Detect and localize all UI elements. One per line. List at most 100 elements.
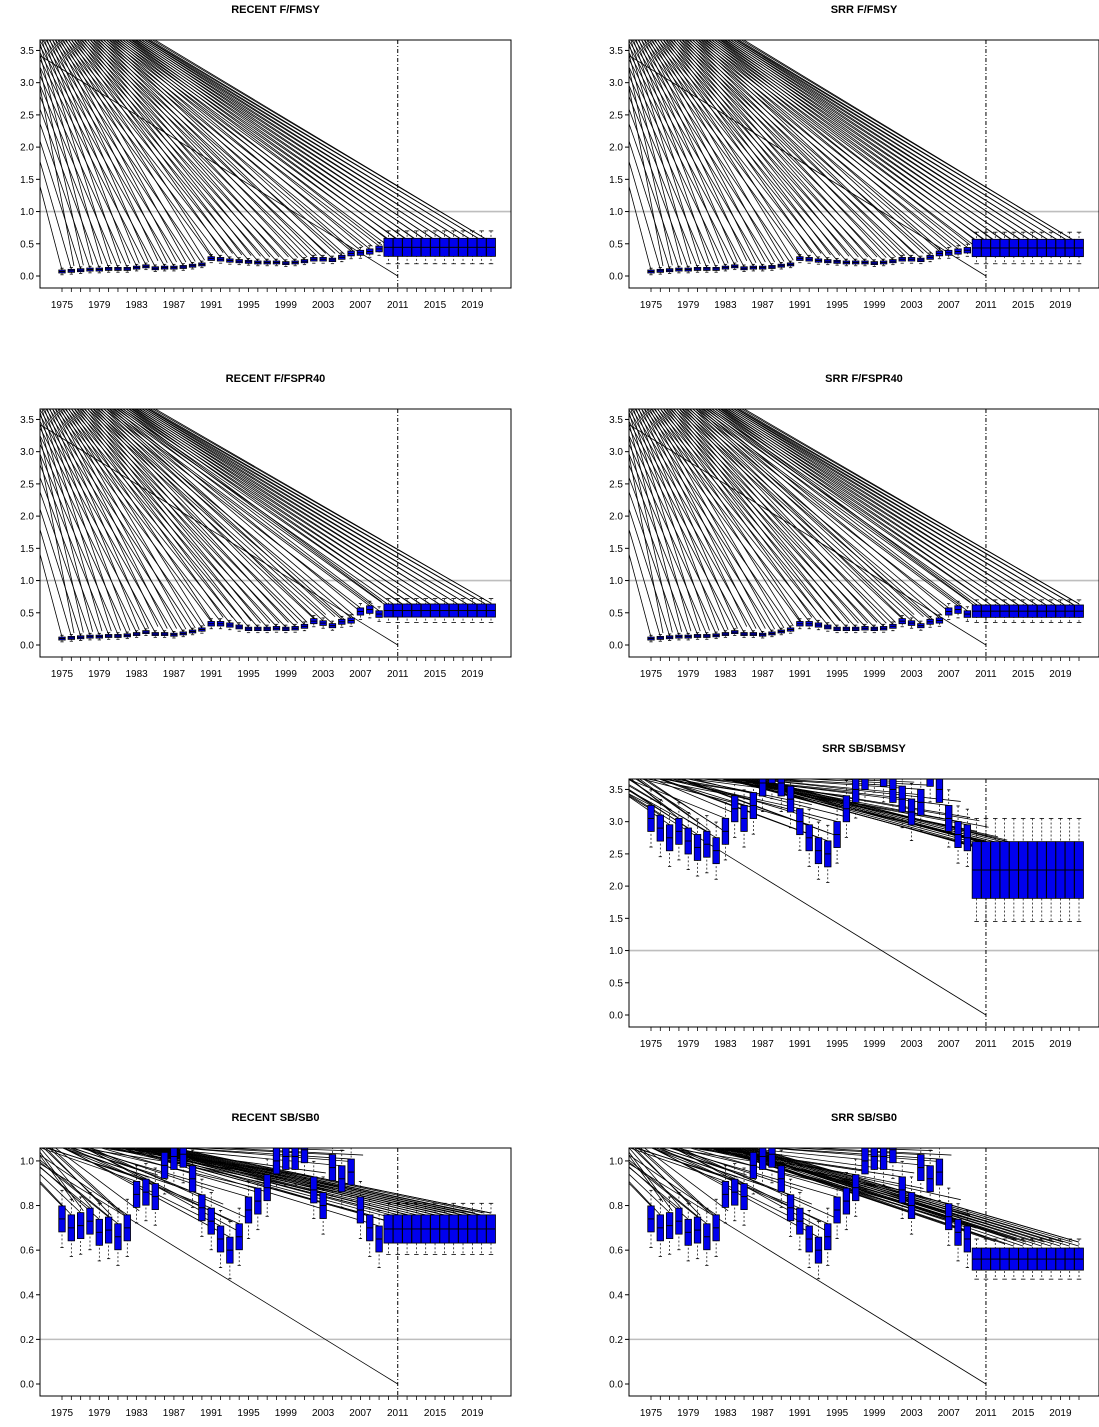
x-tick-label: 1975 bbox=[640, 300, 663, 311]
plot-frame bbox=[628, 1147, 1099, 1397]
trajectory-line bbox=[694, 40, 924, 254]
y-tick-label: 0.0 bbox=[609, 272, 623, 283]
trajectory-line bbox=[723, 40, 1043, 248]
y-tick-label: 2.0 bbox=[20, 512, 34, 523]
trajectory-line bbox=[73, 40, 224, 253]
trajectory-line bbox=[60, 1139, 186, 1142]
y-tick-label: 0.6 bbox=[609, 1246, 623, 1257]
trajectory-line bbox=[40, 427, 147, 631]
trajectory-line bbox=[625, 1142, 763, 1143]
y-tick-label: 1.5 bbox=[609, 544, 623, 555]
trajectory-line bbox=[677, 1142, 878, 1144]
trajectory-line bbox=[681, 40, 922, 259]
box bbox=[861, 779, 869, 790]
trajectory-line bbox=[698, 40, 968, 248]
trajectory-line bbox=[662, 409, 813, 618]
trajectory-line bbox=[653, 1148, 819, 1238]
trajectory-line bbox=[685, 409, 931, 620]
trajectory-line bbox=[112, 409, 389, 608]
trajectory-line bbox=[99, 40, 352, 252]
trajectory-line bbox=[666, 409, 875, 628]
trajectory-line bbox=[78, 1137, 304, 1142]
x-tick-label: 2011 bbox=[975, 300, 997, 311]
trajectory-line bbox=[691, 40, 949, 251]
panel-srr-f-fmsy: SRR F/FMSY 0.0 0.5 1.0 1.5 2.0 2.5 3.0 3.5 1975 19… bbox=[609, 4, 1099, 311]
x-tick-label: 1987 bbox=[163, 669, 186, 680]
trajectory-line bbox=[80, 40, 296, 262]
trajectory-line bbox=[701, 409, 977, 608]
trajectory-line bbox=[736, 40, 1080, 248]
trajectory-line bbox=[65, 409, 196, 629]
trajectory-line bbox=[40, 420, 156, 633]
trajectory-line bbox=[86, 1148, 258, 1189]
trajectory-line bbox=[637, 40, 791, 264]
panel-title: SRR SB/SB0 bbox=[831, 1112, 897, 1124]
y-tick-label: 0.2 bbox=[609, 1335, 623, 1346]
trajectory-line bbox=[678, 409, 912, 622]
plot-frame bbox=[39, 1147, 512, 1397]
panel-title: RECENT SB/SB0 bbox=[231, 1112, 319, 1124]
trajectory-line bbox=[634, 1148, 701, 1216]
trajectory-line bbox=[672, 40, 894, 260]
y-tick-label: 3.0 bbox=[609, 447, 623, 458]
trajectory-line bbox=[753, 1148, 1080, 1243]
trajectory-line bbox=[77, 40, 287, 262]
trajectory-line bbox=[42, 40, 184, 266]
trajectory-line bbox=[707, 409, 996, 609]
trajectory-line bbox=[40, 1148, 93, 1209]
trajectory-line bbox=[114, 409, 364, 615]
y-tick-label: 2.0 bbox=[20, 143, 34, 154]
trajectory-line bbox=[674, 772, 868, 773]
x-tick-label: 1983 bbox=[714, 1408, 737, 1419]
trajectory-line bbox=[665, 40, 822, 254]
trajectory-line bbox=[40, 476, 100, 636]
x-tick-label: 1983 bbox=[714, 1039, 737, 1050]
x-tick-label: 1983 bbox=[125, 669, 148, 680]
trajectory-line bbox=[656, 409, 847, 628]
y-tick-label: 3.0 bbox=[609, 78, 623, 89]
trajectory-line bbox=[668, 1148, 838, 1198]
x-tick-label: 1979 bbox=[677, 1039, 700, 1050]
trajectory-line bbox=[654, 766, 793, 773]
y-tick-label: 0.8 bbox=[609, 1201, 623, 1212]
trajectory-line bbox=[701, 40, 977, 248]
x-tick-label: 2007 bbox=[938, 1408, 961, 1419]
trajectory-line bbox=[730, 409, 1061, 609]
trajectory-line bbox=[636, 779, 701, 825]
x-tick-label: 1991 bbox=[200, 1408, 223, 1419]
trajectory-line bbox=[736, 409, 1080, 609]
trajectory-line bbox=[629, 45, 754, 267]
trajectory-line bbox=[40, 139, 82, 269]
x-tick-label: 1995 bbox=[826, 669, 849, 680]
trajectory-line bbox=[80, 409, 296, 627]
x-tick-label: 1983 bbox=[714, 300, 737, 311]
y-tick-label: 2.0 bbox=[609, 882, 623, 893]
trajectory-line bbox=[647, 40, 819, 260]
trajectory-line bbox=[679, 760, 930, 773]
trajectory-line bbox=[45, 1148, 112, 1216]
x-tick-label: 2019 bbox=[1049, 669, 1072, 680]
trajectory-line bbox=[714, 409, 989, 604]
y-tick-label: 0.0 bbox=[609, 1380, 623, 1391]
trajectory-line bbox=[697, 772, 952, 773]
y-tick-label: 1.5 bbox=[609, 914, 623, 925]
trajectory-line bbox=[722, 1148, 1014, 1247]
plot-body bbox=[629, 409, 1099, 657]
trajectory-line bbox=[738, 1148, 931, 1167]
x-tick-label: 2015 bbox=[1012, 1039, 1035, 1050]
trajectory-line bbox=[720, 40, 1033, 248]
x-tick-label: 2011 bbox=[975, 669, 997, 680]
trajectory-line bbox=[629, 41, 692, 265]
trajectory-line bbox=[695, 409, 959, 607]
x-tick-label: 2011 bbox=[975, 1039, 997, 1050]
x-tick-label: 2019 bbox=[461, 300, 484, 311]
box bbox=[768, 779, 776, 784]
trajectory-line bbox=[40, 453, 75, 634]
panel-recent-sb-sb0: RECENT SB/SB0 0.0 0.2 0.4 0.6 0.8 1.0 1975 1979 1… bbox=[20, 1112, 512, 1419]
trajectory-line bbox=[629, 1154, 717, 1216]
trajectory-line bbox=[684, 1133, 905, 1142]
y-tick-label: 1.5 bbox=[20, 175, 34, 186]
x-tick-label: 1983 bbox=[125, 1408, 148, 1419]
y-tick-label: 0.5 bbox=[609, 608, 623, 619]
trajectory-line bbox=[112, 40, 389, 247]
